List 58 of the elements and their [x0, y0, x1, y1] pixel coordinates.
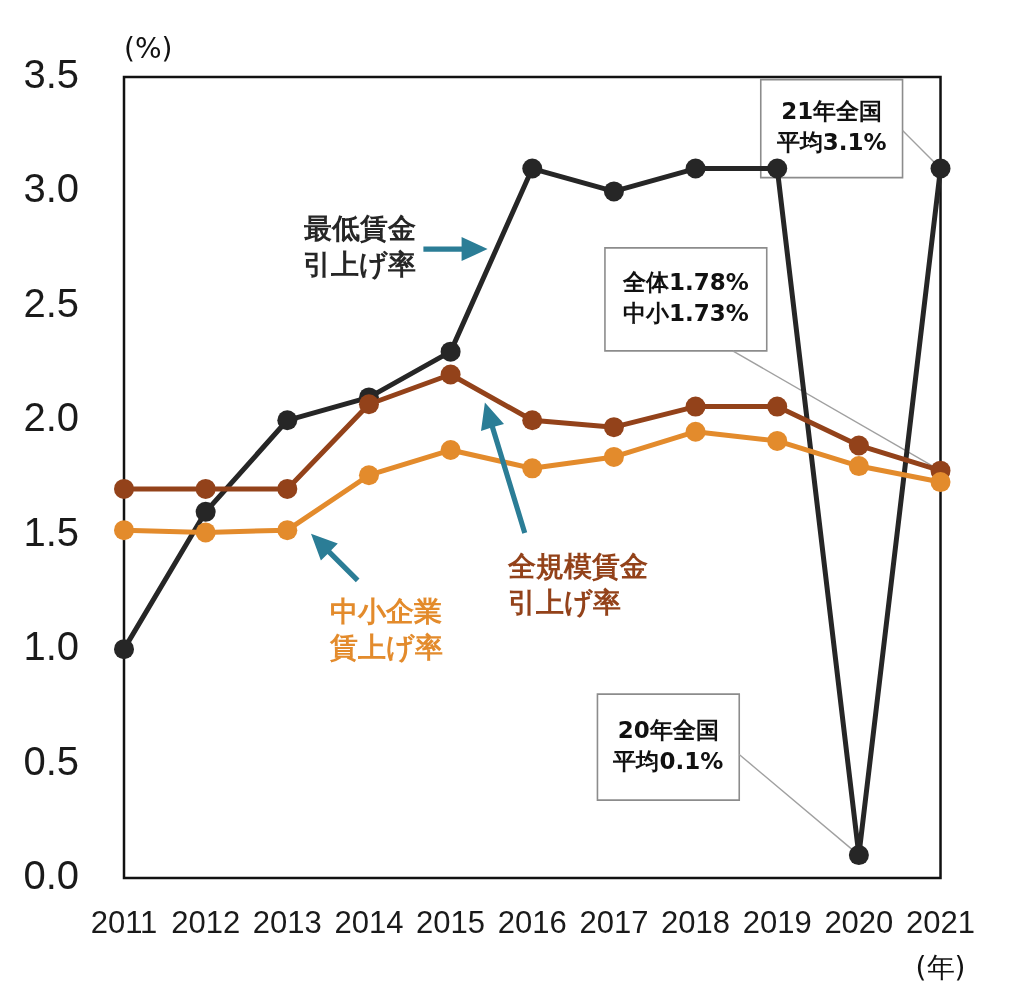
text: 全規模賃金引上げ率	[507, 549, 649, 619]
point	[440, 341, 461, 362]
point	[277, 410, 298, 431]
point	[195, 501, 216, 522]
point	[440, 440, 461, 461]
point	[114, 520, 134, 541]
point	[767, 430, 788, 451]
point	[277, 520, 298, 541]
point	[522, 458, 543, 479]
x-tick-label: 2012	[171, 905, 241, 941]
x-tick-label: 2021	[906, 905, 975, 941]
y-tick-label: 2.0	[23, 395, 79, 440]
x-tick-label: 2018	[661, 905, 731, 941]
point	[522, 158, 543, 179]
x-tick-label: 2015	[416, 905, 486, 941]
x-tick-label: 2014	[334, 905, 404, 941]
point	[848, 845, 869, 866]
point	[440, 364, 461, 385]
point	[848, 435, 869, 456]
y-tick-label: 3.5	[23, 52, 79, 97]
x-axis-title: (年)	[915, 951, 966, 985]
point	[685, 421, 706, 442]
annotation: 21年全国平均3.1%	[775, 98, 887, 156]
y-tick-label: 2.5	[23, 280, 79, 325]
point	[114, 478, 134, 499]
x-tick-label: 2019	[742, 905, 812, 941]
y-tick-label: 0.0	[23, 853, 79, 898]
x-tick-label: 2011	[90, 905, 158, 941]
annotation: 20年全国平均0.1%	[612, 716, 724, 774]
x-tick-label: 2013	[252, 905, 322, 941]
point	[195, 522, 216, 543]
point	[603, 446, 624, 467]
x-tick-label: 2020	[824, 905, 894, 941]
text: 最低賃金引上げ率	[302, 212, 416, 282]
point	[930, 158, 951, 179]
y-tick-label: 1.5	[23, 509, 79, 554]
point	[114, 639, 134, 660]
point	[603, 181, 624, 202]
y-tick-label: 3.0	[23, 166, 79, 211]
point	[358, 465, 379, 486]
point	[195, 478, 216, 499]
point	[685, 158, 706, 179]
point	[848, 456, 869, 477]
text: 中小企業賃上げ率	[329, 595, 444, 665]
point	[767, 396, 788, 417]
annotation: 全体1.78%中小1.73%	[621, 268, 749, 326]
point	[277, 478, 298, 499]
point	[767, 158, 788, 179]
x-tick-label: 2016	[497, 905, 567, 941]
point	[603, 417, 624, 438]
y-tick-label: 0.5	[23, 738, 79, 783]
y-tick-label: 1.0	[23, 624, 79, 669]
point	[522, 410, 543, 431]
y-axis-title: (%)	[124, 32, 173, 66]
x-tick-label: 2017	[579, 905, 649, 941]
point	[930, 472, 951, 493]
point	[358, 394, 379, 415]
point	[685, 396, 706, 417]
